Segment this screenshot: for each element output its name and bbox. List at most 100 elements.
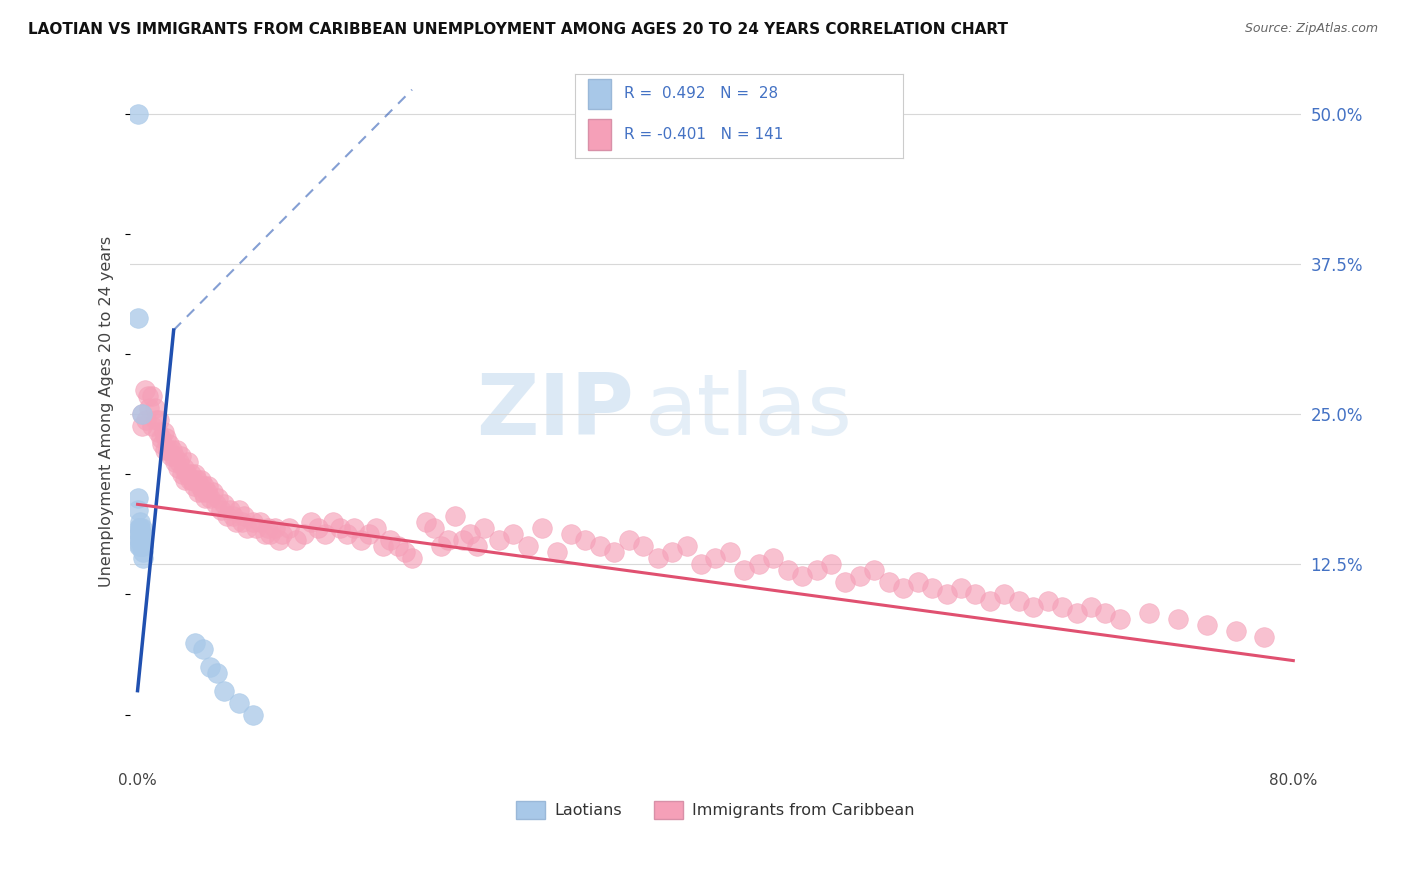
Point: [285, 533, 308, 548]
Point: [153, 443, 176, 458]
Point: [128, 521, 150, 535]
Point: [502, 527, 524, 541]
Point: [336, 527, 359, 541]
Point: [141, 389, 163, 403]
Point: [1008, 593, 1031, 607]
Point: [219, 503, 242, 517]
Point: [170, 450, 193, 464]
Point: [150, 437, 173, 451]
Point: [149, 431, 172, 445]
Point: [401, 551, 423, 566]
Point: [128, 527, 150, 541]
Point: [1253, 630, 1275, 644]
Point: [198, 659, 221, 673]
Point: [647, 551, 669, 566]
Point: [245, 521, 267, 535]
Point: [132, 545, 155, 559]
Point: [205, 665, 228, 680]
Point: [131, 527, 153, 541]
Point: [531, 521, 554, 535]
Point: [458, 527, 481, 541]
Point: [373, 540, 395, 554]
Point: [631, 540, 654, 554]
Point: [560, 527, 582, 541]
Point: [661, 545, 683, 559]
Point: [993, 587, 1015, 601]
Point: [163, 450, 186, 464]
Point: [422, 521, 444, 535]
Point: [253, 527, 276, 541]
Point: [135, 413, 157, 427]
Point: [259, 527, 281, 541]
Point: [834, 575, 856, 590]
Point: [146, 425, 169, 440]
Point: [129, 540, 152, 554]
Point: [209, 503, 232, 517]
Point: [129, 521, 152, 535]
Point: [193, 479, 215, 493]
Point: [278, 521, 301, 535]
Point: [820, 558, 842, 572]
Text: Source: ZipAtlas.com: Source: ZipAtlas.com: [1244, 22, 1378, 36]
Point: [231, 516, 253, 530]
Point: [877, 575, 900, 590]
Point: [131, 407, 153, 421]
Point: [127, 106, 149, 120]
Point: [256, 521, 278, 535]
Point: [129, 527, 152, 541]
Point: [179, 473, 201, 487]
Point: [242, 516, 264, 530]
Point: [472, 521, 495, 535]
Point: [516, 540, 538, 554]
Point: [451, 533, 474, 548]
Text: ZIP: ZIP: [475, 369, 634, 453]
Point: [152, 425, 174, 440]
Point: [488, 533, 510, 548]
Text: atlas: atlas: [645, 369, 853, 453]
Point: [690, 558, 713, 572]
Point: [863, 564, 886, 578]
Point: [159, 450, 181, 464]
Point: [271, 527, 294, 541]
Point: [415, 516, 437, 530]
Point: [329, 521, 352, 535]
Point: [184, 635, 207, 649]
Point: [733, 564, 755, 578]
Point: [1036, 593, 1059, 607]
Point: [437, 533, 460, 548]
Point: [269, 533, 291, 548]
Point: [718, 545, 741, 559]
Point: [128, 540, 150, 554]
Point: [849, 569, 872, 583]
Point: [141, 419, 163, 434]
Point: [935, 587, 957, 601]
Point: [172, 467, 194, 482]
Point: [394, 545, 416, 559]
Point: [299, 516, 322, 530]
Point: [322, 516, 344, 530]
Point: [148, 413, 170, 427]
Point: [891, 582, 914, 596]
Point: [160, 443, 183, 458]
Point: [131, 540, 153, 554]
Point: [212, 497, 235, 511]
Point: [1080, 599, 1102, 614]
Point: [343, 521, 366, 535]
Point: [950, 582, 973, 596]
Point: [156, 443, 179, 458]
Point: [762, 551, 785, 566]
Point: [263, 521, 285, 535]
Point: [187, 485, 209, 500]
Point: [212, 683, 235, 698]
Point: [236, 521, 259, 535]
Point: [132, 540, 155, 554]
Point: [155, 431, 177, 445]
Point: [1109, 611, 1132, 625]
Point: [129, 533, 152, 548]
Point: [131, 419, 153, 434]
Point: [207, 491, 229, 506]
Point: [127, 491, 149, 506]
Point: [136, 389, 159, 403]
Point: [157, 437, 180, 451]
Point: [228, 696, 250, 710]
